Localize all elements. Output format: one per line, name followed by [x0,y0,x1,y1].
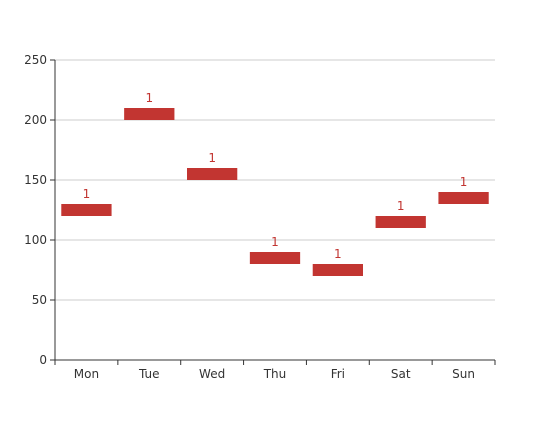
data-label: 1 [271,235,279,249]
x-tick-label: Sat [391,367,411,381]
data-label: 1 [145,91,153,105]
bar-thu[interactable] [249,252,301,264]
axes: 0 50 100 150 200 250 Mon Tue Wed Thu Fri Sat Sun [24,53,496,381]
x-tick-label: Thu [263,367,287,381]
x-tick-label: Sun [452,367,475,381]
bar-sun[interactable] [438,192,489,204]
data-labels: 1 1 1 1 1 1 1 [83,91,468,261]
bar-tue[interactable] [124,108,175,120]
bars [61,108,489,276]
bar-fri[interactable] [312,264,363,276]
data-label: 1 [397,199,405,213]
x-tick-label: Wed [199,367,225,381]
bar-mon[interactable] [61,204,112,216]
x-tick-label: Mon [74,367,99,381]
y-tick-label: 200 [24,113,47,127]
data-label: 1 [208,151,216,165]
data-label: 1 [334,247,342,261]
y-tick-label: 50 [32,293,47,307]
y-tick-label: 250 [24,53,47,67]
x-tick-label: Fri [331,367,345,381]
bar-sat[interactable] [375,216,426,228]
data-label: 1 [83,187,91,201]
y-tick-label: 150 [24,173,47,187]
data-label: 1 [460,175,468,189]
x-tick-label: Tue [138,367,160,381]
bar-wed[interactable] [187,168,238,180]
y-tick-label: 0 [39,353,47,367]
y-tick-label: 100 [24,233,47,247]
